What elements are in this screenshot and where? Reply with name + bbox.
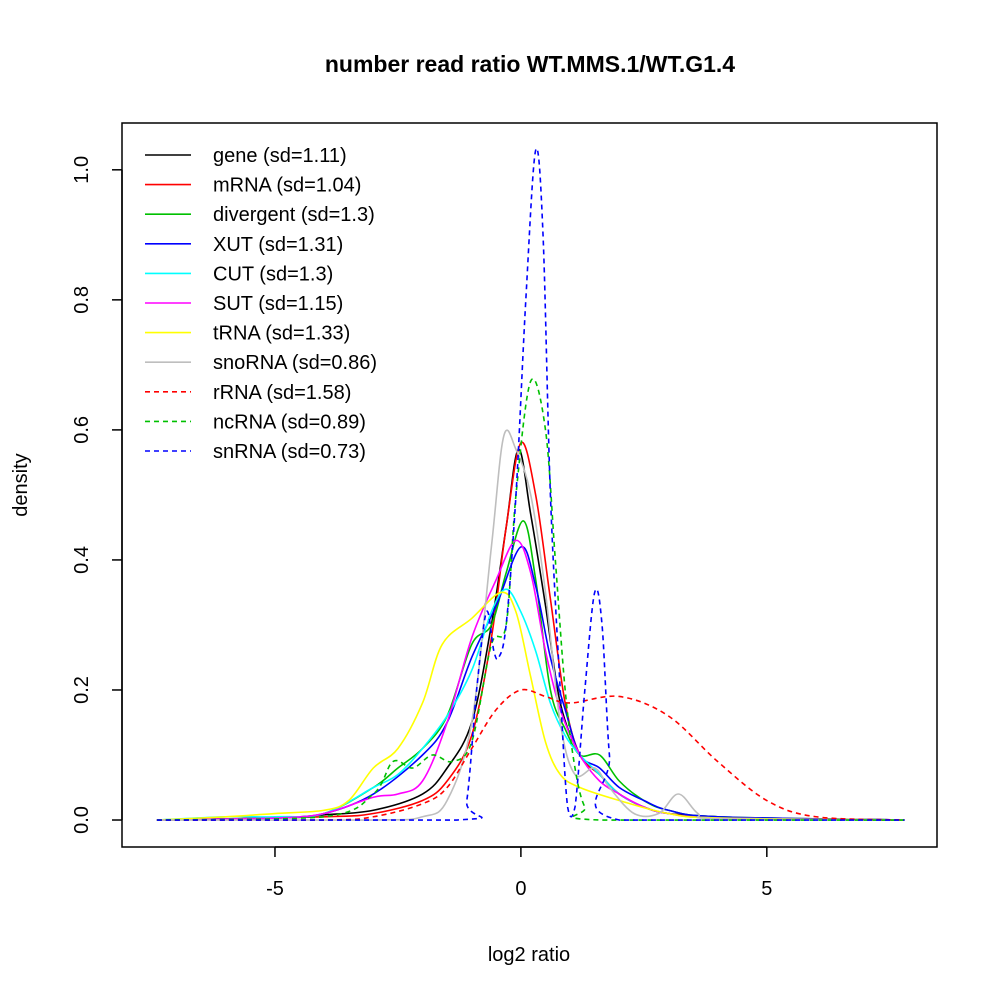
legend-label: ncRNA (sd=0.89) (213, 411, 366, 433)
series-line-rrna (156, 688, 905, 821)
legend-label: XUT (sd=1.31) (213, 234, 343, 256)
x-tick-label: 5 (761, 878, 772, 900)
axes-layer: -5 0 5 0.0 0.2 0.4 0.6 0.8 1.0 (71, 156, 772, 900)
y-axis-label: density (10, 453, 32, 516)
series-layer (156, 147, 905, 821)
legend-label: divergent (sd=1.3) (213, 204, 375, 226)
legend-item: gene (sd=1.11) (145, 145, 347, 167)
series-line-cut (156, 588, 905, 821)
legend-item: SUT (sd=1.15) (145, 293, 343, 315)
legend-item: snoRNA (sd=0.86) (145, 352, 377, 374)
series-line-ncrna (156, 378, 905, 821)
legend-item: CUT (sd=1.3) (145, 263, 333, 285)
y-tick-label: 0.4 (71, 546, 93, 574)
y-tick-label: 0.8 (71, 286, 93, 314)
legend-item: rRNA (sd=1.58) (145, 382, 351, 404)
legend-label: snRNA (sd=0.73) (213, 441, 366, 463)
legend-label: gene (sd=1.11) (213, 145, 347, 167)
series-line-trna (156, 591, 905, 821)
legend-item: ncRNA (sd=0.89) (145, 411, 366, 433)
legend: gene (sd=1.11) mRNA (sd=1.04) divergent (s… (145, 145, 377, 463)
legend-item: snRNA (sd=0.73) (145, 441, 366, 463)
legend-label: tRNA (sd=1.33) (213, 323, 350, 345)
legend-item: mRNA (sd=1.04) (145, 175, 361, 197)
series-line-xut (156, 546, 905, 821)
legend-item: tRNA (sd=1.33) (145, 323, 350, 345)
legend-label: rRNA (sd=1.58) (213, 382, 351, 404)
series-line-snorna (156, 429, 905, 821)
legend-item: divergent (sd=1.3) (145, 204, 375, 226)
legend-label: snoRNA (sd=0.86) (213, 352, 377, 374)
x-axis-label: log2 ratio (488, 944, 570, 966)
y-tick-label: 0.6 (71, 416, 93, 444)
y-tick-label: 1.0 (71, 156, 93, 184)
chart-title: number read ratio WT.MMS.1/WT.G1.4 (325, 51, 735, 77)
legend-item: XUT (sd=1.31) (145, 234, 343, 256)
legend-label: SUT (sd=1.15) (213, 293, 343, 315)
y-tick-label: 0.2 (71, 676, 93, 704)
x-tick-label: 0 (515, 878, 526, 900)
x-tick-label: -5 (266, 878, 284, 900)
legend-label: CUT (sd=1.3) (213, 263, 333, 285)
y-tick-label: 0.0 (71, 806, 93, 834)
legend-label: mRNA (sd=1.04) (213, 175, 361, 197)
